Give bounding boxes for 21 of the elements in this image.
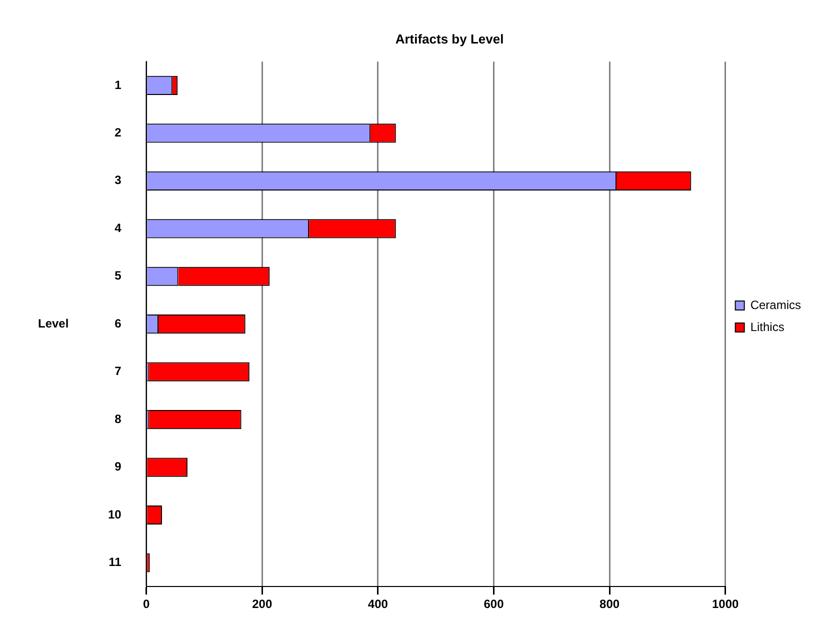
x-tick-label: 800 bbox=[600, 597, 620, 612]
y-tick-label: 3 bbox=[114, 173, 122, 188]
y-tick-label: 8 bbox=[114, 412, 122, 426]
y-tick-label: 5 bbox=[114, 268, 122, 283]
chart-title: Artifacts by Level bbox=[395, 31, 504, 46]
x-tick-label: 600 bbox=[484, 597, 504, 612]
y-tick-label: 7 bbox=[114, 364, 122, 378]
x-tick-label: 400 bbox=[368, 597, 388, 612]
y-tick-label: 11 bbox=[108, 555, 122, 570]
x-tick-label: 200 bbox=[252, 597, 272, 612]
y-tick-label: 4 bbox=[114, 220, 122, 235]
legend-label: Ceramics bbox=[750, 298, 801, 312]
y-axis-title: Level bbox=[38, 316, 69, 330]
legend-label: Lithics bbox=[750, 320, 784, 334]
x-tick-label: 0 bbox=[143, 597, 150, 612]
x-tick-label: 1000 bbox=[712, 597, 739, 612]
y-tick-label: 2 bbox=[114, 126, 122, 140]
y-tick-label: 9 bbox=[114, 460, 122, 474]
y-tick-label: 1 bbox=[114, 78, 122, 92]
y-tick-label: 10 bbox=[108, 507, 122, 522]
y-tick-label: 6 bbox=[114, 316, 122, 330]
